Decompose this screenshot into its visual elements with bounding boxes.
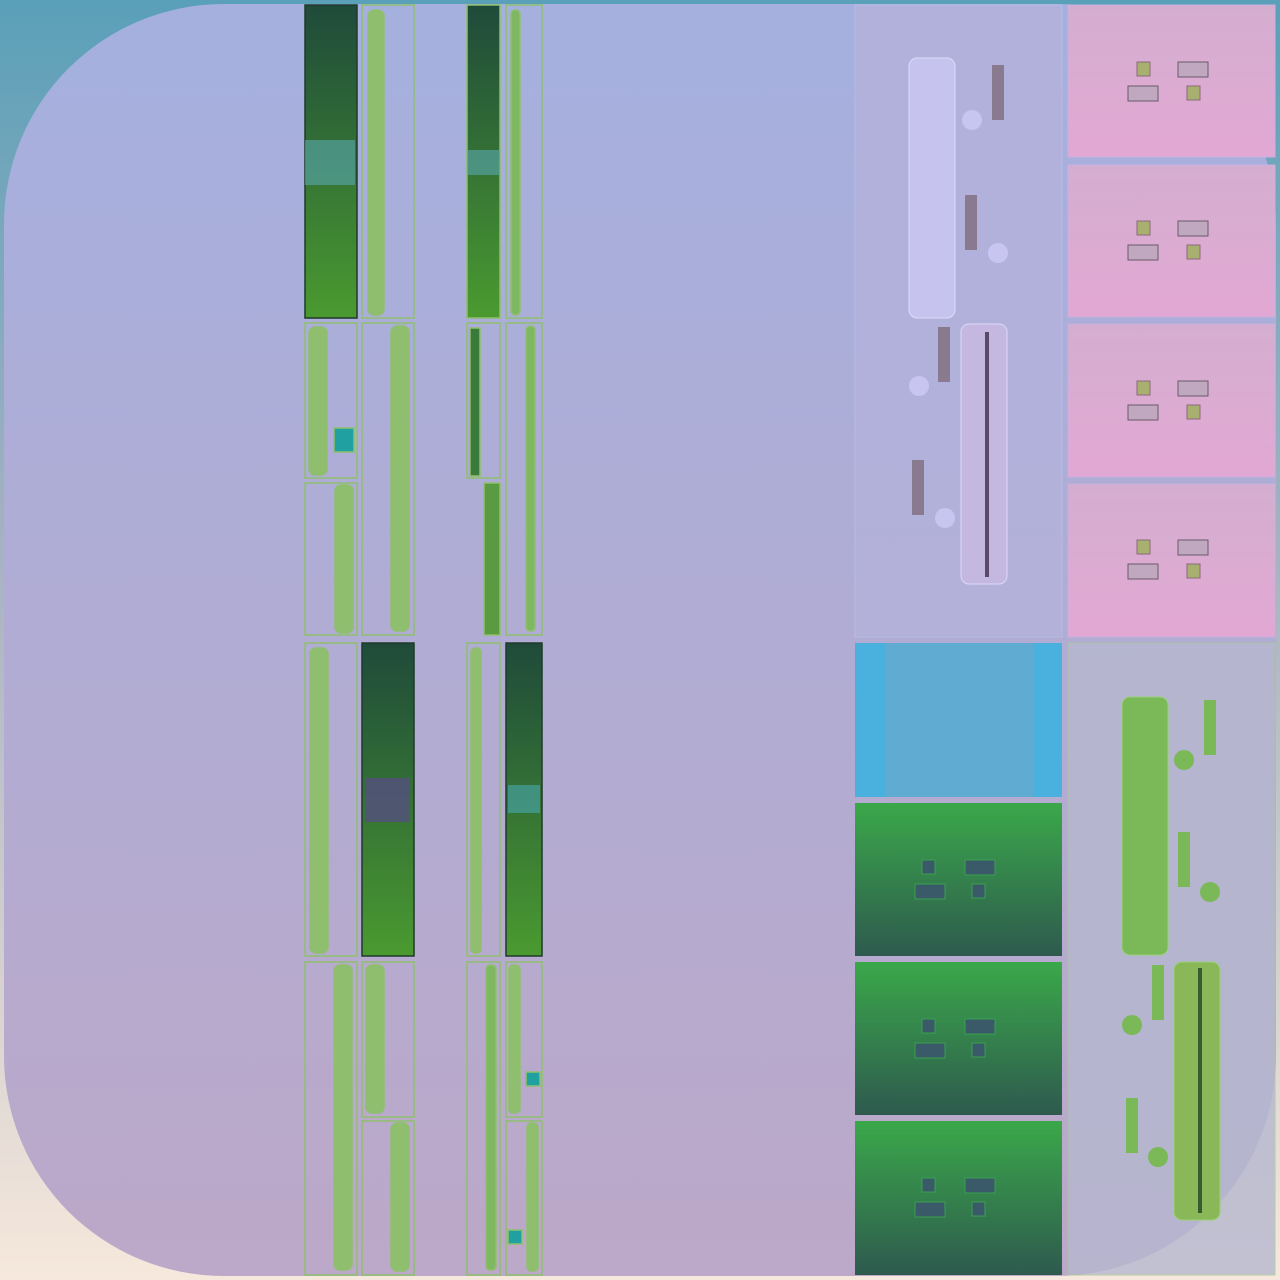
column-group-bottom: [304, 642, 543, 1276]
right-panels: [854, 4, 1276, 1276]
column-group-top: [304, 4, 543, 636]
